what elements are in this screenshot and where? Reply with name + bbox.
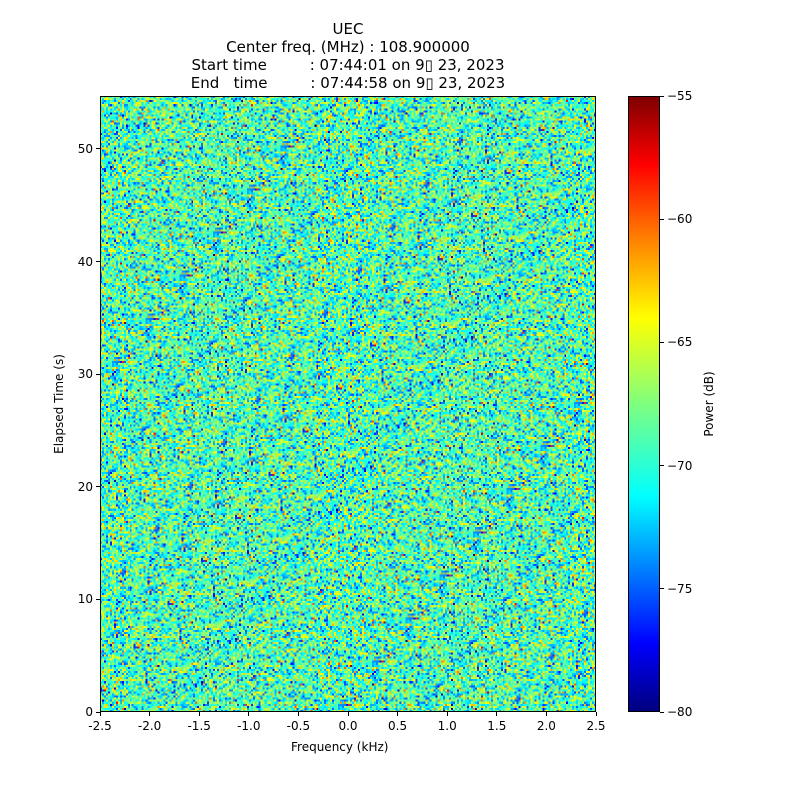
chart-title: UEC	[332, 20, 364, 38]
spectrogram-heatmap	[100, 96, 596, 712]
colorbar-label: Power (dB)	[702, 371, 716, 437]
y-tick-mark	[96, 373, 100, 375]
colorbar-tick-mark	[660, 711, 664, 713]
x-tick-mark	[347, 712, 349, 716]
x-tick-label: 2.0	[536, 719, 556, 733]
y-tick-mark	[96, 261, 100, 263]
colorbar-tick-label: −60	[667, 212, 693, 227]
x-tick-mark	[248, 712, 250, 716]
y-tick-label: 30	[77, 367, 93, 382]
x-tick-mark	[297, 712, 299, 716]
y-tick-label: 20	[77, 479, 93, 494]
x-tick-label: -2.0	[137, 719, 162, 733]
chart-subtitle-center-freq: Center freq. (MHz) : 108.900000	[226, 38, 470, 56]
colorbar-tick-label: −75	[667, 581, 693, 596]
colorbar-tick-mark	[660, 218, 664, 220]
y-tick-mark	[96, 486, 100, 488]
x-tick-mark	[149, 712, 151, 716]
colorbar-tick-label: −70	[667, 458, 693, 473]
chart-subtitle-end-time: End time : 07:44:58 on 9▯ 23, 2023	[190, 74, 506, 92]
y-tick-label: 40	[77, 254, 93, 269]
x-tick-label: -2.5	[88, 719, 112, 733]
colorbar-tick-label: −65	[667, 335, 693, 350]
x-tick-label: 0.0	[338, 719, 358, 733]
x-tick-label: -1.5	[187, 719, 211, 733]
y-axis-label: Elapsed Time (s)	[52, 354, 66, 454]
y-tick-label: 10	[77, 592, 93, 607]
x-tick-mark	[496, 712, 498, 716]
x-tick-mark	[397, 712, 399, 716]
x-tick-label: 1.0	[437, 719, 457, 733]
y-tick-mark	[96, 711, 100, 713]
chart-subtitle-start-time: Start time : 07:44:01 on 9▯ 23, 2023	[191, 56, 505, 74]
x-tick-label: -0.5	[286, 719, 311, 733]
colorbar	[628, 96, 660, 712]
y-tick-label: 50	[77, 141, 93, 156]
y-tick-label: 0	[85, 705, 93, 719]
colorbar-tick-label: −80	[667, 705, 693, 719]
y-tick-mark	[96, 598, 100, 600]
colorbar-tick-mark	[660, 465, 664, 467]
x-tick-label: 1.5	[487, 719, 507, 733]
x-tick-label: -1.0	[237, 719, 261, 733]
y-tick-mark	[96, 148, 100, 150]
x-axis-label: Frequency (kHz)	[291, 740, 389, 754]
x-tick-mark	[595, 712, 597, 716]
x-tick-mark	[545, 712, 547, 716]
x-tick-label: 2.5	[586, 719, 606, 733]
plot-frame	[100, 96, 596, 712]
colorbar-tick-label: −55	[667, 89, 693, 103]
x-tick-mark	[198, 712, 200, 716]
x-tick-label: 0.5	[388, 719, 408, 733]
colorbar-tick-mark	[660, 341, 664, 343]
colorbar-tick-mark	[660, 95, 664, 97]
x-tick-mark	[446, 712, 448, 716]
colorbar-tick-mark	[660, 588, 664, 590]
x-tick-mark	[99, 712, 101, 716]
